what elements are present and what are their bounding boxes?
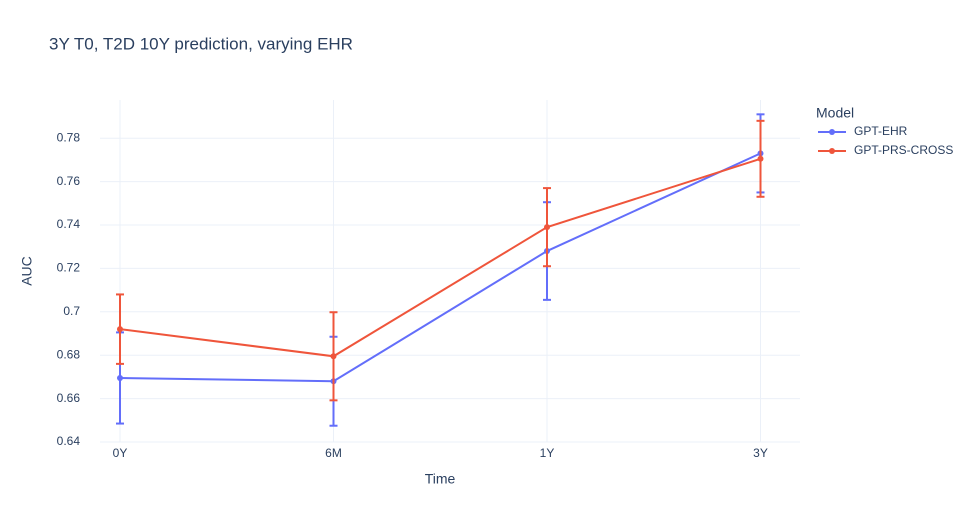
y-tick-label: 0.72 xyxy=(57,261,81,275)
legend-label: GPT-EHR xyxy=(854,124,908,138)
y-tick-label: 0.68 xyxy=(57,347,81,361)
x-axis-label: Time xyxy=(425,471,456,487)
point xyxy=(330,353,337,360)
series-line xyxy=(119,152,761,383)
y-axis-label: AUC xyxy=(19,256,35,286)
y-tick-label: 0.78 xyxy=(57,130,81,144)
x-tick-label: 6M xyxy=(325,446,342,460)
point xyxy=(757,155,764,162)
y-tick-label: 0.64 xyxy=(57,434,81,448)
legend-label: GPT-PRS-CROSS xyxy=(854,143,953,157)
x-tick-label: 0Y xyxy=(113,446,128,460)
point xyxy=(117,374,123,381)
y-tick-label: 0.74 xyxy=(57,217,81,231)
series-line xyxy=(119,157,761,358)
chart-title: 3Y T0, T2D 10Y prediction, varying EHR xyxy=(49,34,353,53)
y-tick-label: 0.66 xyxy=(57,391,81,405)
y-tick-label: 0.76 xyxy=(57,174,81,188)
y-tick-label: 0.7 xyxy=(63,304,80,318)
x-tick-label: 3Y xyxy=(753,446,768,460)
x-tick-label: 1Y xyxy=(540,446,555,460)
point xyxy=(117,326,123,333)
point xyxy=(544,224,550,231)
legend-marker xyxy=(829,148,835,154)
legend-marker xyxy=(829,129,835,135)
legend-title: Model xyxy=(816,105,854,121)
